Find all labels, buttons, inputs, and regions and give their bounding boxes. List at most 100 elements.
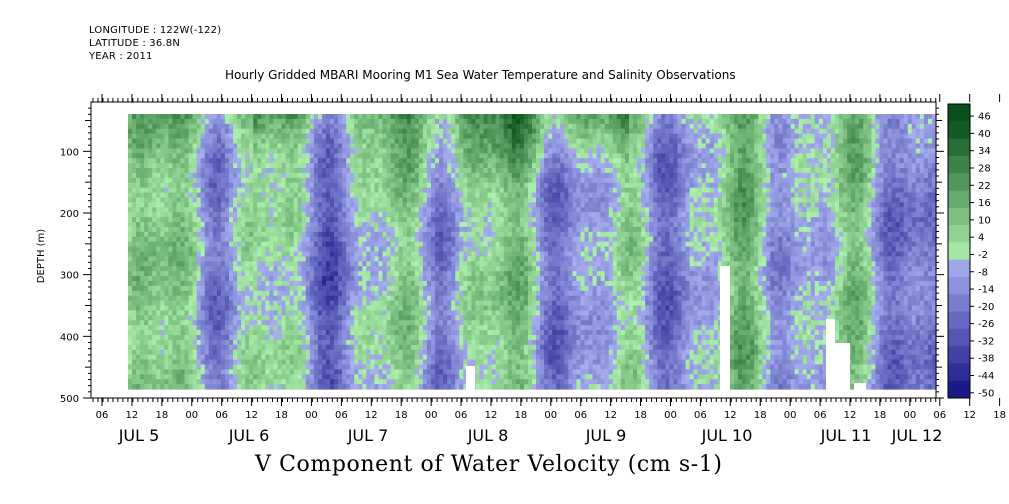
heatmap-cell bbox=[220, 128, 226, 135]
heatmap-cell bbox=[321, 246, 327, 253]
heatmap-cell bbox=[338, 379, 343, 385]
heatmap-cell bbox=[245, 285, 250, 292]
heatmap-cell bbox=[241, 354, 246, 361]
heatmap-cell bbox=[128, 305, 133, 312]
heatmap-cell bbox=[188, 280, 194, 287]
heatmap-cell bbox=[237, 148, 242, 154]
heatmap-cell bbox=[418, 128, 424, 135]
heatmap-cell bbox=[305, 123, 311, 130]
heatmap-cell bbox=[467, 344, 472, 351]
heatmap-cell bbox=[293, 325, 299, 331]
heatmap-cell bbox=[467, 114, 472, 120]
heatmap-cell bbox=[229, 330, 234, 336]
heatmap-cell bbox=[237, 251, 242, 258]
heatmap-cell bbox=[435, 133, 440, 140]
heatmap-cell bbox=[220, 280, 226, 287]
heatmap-cell bbox=[277, 217, 283, 223]
heatmap-cell bbox=[354, 241, 359, 248]
heatmap-cell bbox=[366, 320, 371, 326]
heatmap-cell bbox=[229, 349, 234, 356]
heatmap-cell bbox=[285, 138, 291, 145]
heatmap-cell bbox=[431, 241, 436, 248]
heatmap-cell bbox=[426, 266, 432, 272]
heatmap-cell bbox=[285, 114, 291, 120]
heatmap-cell bbox=[398, 192, 404, 199]
heatmap-cell bbox=[180, 374, 186, 380]
heatmap-cell bbox=[261, 212, 266, 218]
heatmap-cell bbox=[237, 354, 242, 361]
heatmap-cell bbox=[402, 172, 408, 179]
heatmap-cell bbox=[140, 384, 145, 390]
heatmap-cell bbox=[317, 168, 323, 174]
heatmap-cell bbox=[160, 369, 165, 375]
heatmap-cell bbox=[422, 256, 428, 262]
heatmap-cell bbox=[475, 212, 481, 218]
heatmap-cell bbox=[196, 334, 202, 341]
heatmap-cell bbox=[370, 222, 376, 228]
heatmap-cell bbox=[204, 231, 210, 238]
heatmap-cell bbox=[220, 212, 226, 218]
heatmap-cell bbox=[321, 143, 327, 149]
heatmap-cell bbox=[321, 261, 327, 267]
heatmap-cell bbox=[273, 182, 279, 189]
heatmap-cell bbox=[418, 344, 424, 351]
heatmap-cell bbox=[285, 276, 291, 282]
heatmap-cell bbox=[406, 354, 412, 361]
heatmap-cell bbox=[277, 271, 283, 277]
heatmap-cell bbox=[144, 128, 149, 135]
heatmap-cell bbox=[463, 217, 468, 223]
heatmap-cell bbox=[406, 212, 412, 218]
heatmap-cell bbox=[378, 172, 384, 179]
heatmap-cell bbox=[269, 374, 275, 380]
heatmap-cell bbox=[233, 276, 238, 282]
heatmap-cell bbox=[459, 207, 464, 213]
heatmap-cell bbox=[317, 379, 323, 385]
heatmap-cell bbox=[180, 330, 186, 336]
heatmap-cell bbox=[447, 290, 452, 297]
heatmap-cell bbox=[422, 217, 428, 223]
heatmap-cell bbox=[451, 236, 456, 243]
heatmap-cell bbox=[346, 280, 351, 287]
heatmap-cell bbox=[212, 330, 218, 336]
heatmap-cell bbox=[277, 295, 283, 302]
heatmap-cell bbox=[390, 261, 396, 267]
heatmap-cell bbox=[479, 285, 485, 292]
heatmap-cell bbox=[261, 222, 266, 228]
heatmap-cell bbox=[305, 379, 311, 385]
heatmap-cell bbox=[334, 300, 339, 307]
heatmap-cell bbox=[204, 359, 210, 366]
heatmap-cell bbox=[366, 172, 371, 179]
heatmap-cell bbox=[406, 379, 412, 385]
heatmap-cell bbox=[261, 153, 266, 159]
heatmap-cell bbox=[253, 325, 258, 331]
heatmap-cell bbox=[366, 344, 371, 351]
heatmap-cell bbox=[422, 241, 428, 248]
heatmap-cell bbox=[418, 241, 424, 248]
heatmap-cell bbox=[128, 153, 133, 159]
heatmap-cell bbox=[394, 280, 400, 287]
heatmap-cell bbox=[362, 222, 367, 228]
heatmap-cell bbox=[220, 285, 226, 292]
heatmap-cell bbox=[366, 148, 371, 154]
heatmap-cell bbox=[297, 271, 303, 277]
heatmap-cell bbox=[362, 153, 367, 159]
heatmap-cell bbox=[435, 138, 440, 145]
heatmap-cell bbox=[435, 315, 440, 321]
heatmap-cell bbox=[229, 364, 234, 370]
heatmap-cell bbox=[253, 148, 258, 154]
heatmap-cell bbox=[212, 251, 218, 258]
heatmap-cell bbox=[132, 148, 137, 154]
heatmap-cell bbox=[467, 241, 472, 248]
heatmap-cell bbox=[410, 325, 416, 331]
heatmap-cell bbox=[386, 325, 392, 331]
heatmap-cell bbox=[455, 325, 460, 331]
heatmap-cell bbox=[212, 172, 218, 179]
heatmap-cell bbox=[216, 138, 222, 145]
heatmap-cell bbox=[305, 217, 311, 223]
heatmap-cell bbox=[204, 172, 210, 179]
heatmap-cell bbox=[269, 231, 275, 238]
heatmap-cell bbox=[366, 300, 371, 307]
heatmap-cell bbox=[216, 192, 222, 199]
heatmap-cell bbox=[358, 226, 363, 233]
heatmap-cell bbox=[277, 187, 283, 194]
